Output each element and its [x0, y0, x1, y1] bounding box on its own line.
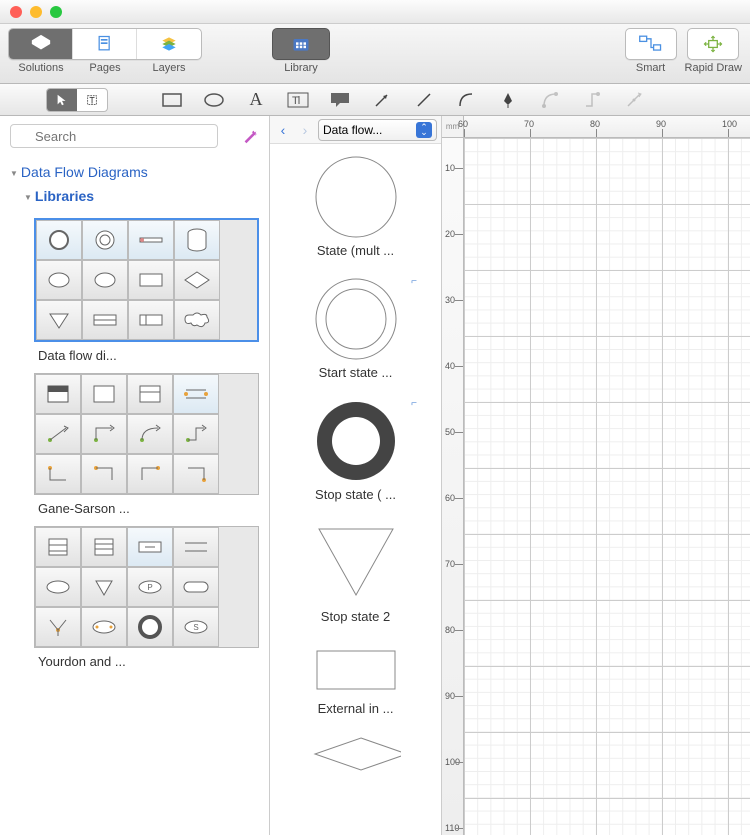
palette-header: ‹ › Data flow... ⌃⌄ — [270, 116, 441, 144]
connector2-icon — [583, 91, 601, 109]
cell-icon — [46, 227, 72, 253]
smart-indicator-icon: ⌐ — [411, 276, 417, 287]
sidebar: Data Flow Diagrams Libraries — [0, 116, 270, 835]
smart-label: Smart — [636, 62, 665, 74]
text-tool[interactable]: A — [242, 88, 270, 112]
shape-toolstrip: T A T — [0, 84, 750, 116]
main-area: Data Flow Diagrams Libraries — [0, 116, 750, 835]
rapid-draw-label: Rapid Draw — [685, 62, 742, 74]
connector1-tool[interactable] — [536, 88, 564, 112]
ellipse-tool[interactable] — [200, 88, 228, 112]
layers-label: Layers — [137, 62, 201, 74]
search-row — [0, 116, 269, 156]
main-toolbar: Solutions Pages Layers Library Smart Rap… — [0, 24, 750, 84]
curve-tool[interactable] — [452, 88, 480, 112]
library-icon — [291, 35, 311, 53]
ruler-vertical: 1020304050607080901001101201301401501601… — [442, 138, 464, 835]
pointer-tool[interactable] — [47, 89, 77, 111]
search-input[interactable] — [10, 124, 218, 148]
svg-text:T: T — [89, 95, 95, 105]
chevron-updown-icon: ⌃⌄ — [416, 122, 432, 138]
library-label: Yourdon and ... — [34, 654, 259, 669]
shape-palette: ‹ › Data flow... ⌃⌄ State (mult ... ⌐ St… — [270, 116, 442, 835]
minimize-traffic-light[interactable] — [30, 6, 42, 18]
palette-forward-button[interactable]: › — [296, 121, 314, 139]
ruler-horizontal: 60708090100110 — [464, 116, 750, 138]
svg-text:T: T — [292, 95, 299, 107]
shape-external-in[interactable]: External in ... — [270, 642, 441, 716]
arrow-icon — [373, 91, 391, 109]
ellipse-icon — [204, 93, 224, 107]
library-button[interactable] — [273, 29, 329, 59]
shape-stop-state-2[interactable]: Stop state 2 — [270, 520, 441, 624]
palette-dropdown-label: Data flow... — [323, 123, 382, 137]
callout-tool[interactable] — [326, 88, 354, 112]
pen-icon — [500, 91, 516, 109]
rect-icon — [162, 93, 182, 107]
shape-state-mult[interactable]: State (mult ... — [270, 154, 441, 258]
text-cursor-tool[interactable]: T — [77, 89, 107, 111]
magic-wand-icon[interactable] — [241, 127, 259, 145]
pen-tool[interactable] — [494, 88, 522, 112]
smart-button[interactable] — [626, 29, 676, 59]
pages-button[interactable] — [73, 29, 137, 59]
layers-button[interactable] — [137, 29, 201, 59]
line-icon — [415, 91, 433, 109]
library-block-dataflow[interactable]: Data flow di... — [34, 218, 259, 363]
connector1-icon — [541, 91, 559, 109]
solutions-label: Solutions — [9, 62, 73, 74]
pointer-tool-group: T — [46, 88, 108, 112]
callout-icon — [330, 92, 350, 108]
palette-back-button[interactable]: ‹ — [274, 121, 292, 139]
library-block-gane-sarson[interactable]: Gane-Sarson ... — [34, 373, 259, 516]
shape-stop-state[interactable]: ⌐ Stop state ( ... — [270, 398, 441, 502]
solutions-icon — [30, 33, 52, 55]
text-a-icon: A — [250, 89, 263, 110]
smart-indicator-icon: ⌐ — [411, 398, 417, 409]
shape-start-state[interactable]: ⌐ Start state ... — [270, 276, 441, 380]
textbox-icon: T — [287, 92, 309, 108]
solutions-button[interactable] — [9, 29, 73, 59]
pages-icon — [95, 34, 115, 54]
library-label: Library — [284, 62, 318, 74]
tree-libraries[interactable]: Libraries — [10, 184, 259, 208]
curve-icon — [457, 91, 475, 109]
library-tree: Data Flow Diagrams Libraries — [0, 156, 269, 685]
zoom-traffic-light[interactable] — [50, 6, 62, 18]
drawing-grid[interactable] — [464, 138, 750, 835]
svg-text:P: P — [147, 583, 152, 592]
connector3-tool[interactable] — [620, 88, 648, 112]
library-label: Gane-Sarson ... — [34, 501, 259, 516]
rapid-draw-button[interactable] — [688, 29, 738, 59]
library-label: Data flow di... — [34, 348, 259, 363]
line-tool[interactable] — [410, 88, 438, 112]
panel-toggle-group — [8, 28, 202, 60]
rect-tool[interactable] — [158, 88, 186, 112]
shape-diamond[interactable] — [270, 734, 441, 774]
svg-text:S: S — [193, 623, 198, 632]
pointer-icon — [55, 93, 69, 107]
tree-root[interactable]: Data Flow Diagrams — [10, 160, 259, 184]
palette-dropdown[interactable]: Data flow... ⌃⌄ — [318, 119, 437, 141]
connector3-icon — [625, 91, 643, 109]
pages-label: Pages — [73, 62, 137, 74]
arrow-tool[interactable] — [368, 88, 396, 112]
library-block-yourdon[interactable]: P S Yourdon and ... — [34, 526, 259, 669]
titlebar — [0, 0, 750, 24]
close-traffic-light[interactable] — [10, 6, 22, 18]
canvas[interactable]: mm 60708090100110 1020304050607080901001… — [442, 116, 750, 835]
textbox-tool[interactable]: T — [284, 88, 312, 112]
layers-icon — [159, 34, 179, 54]
palette-body: State (mult ... ⌐ Start state ... ⌐ Stop… — [270, 144, 441, 835]
rapid-draw-icon — [701, 34, 725, 54]
connector2-tool[interactable] — [578, 88, 606, 112]
text-cursor-icon: T — [85, 93, 99, 107]
smart-icon — [638, 34, 664, 54]
